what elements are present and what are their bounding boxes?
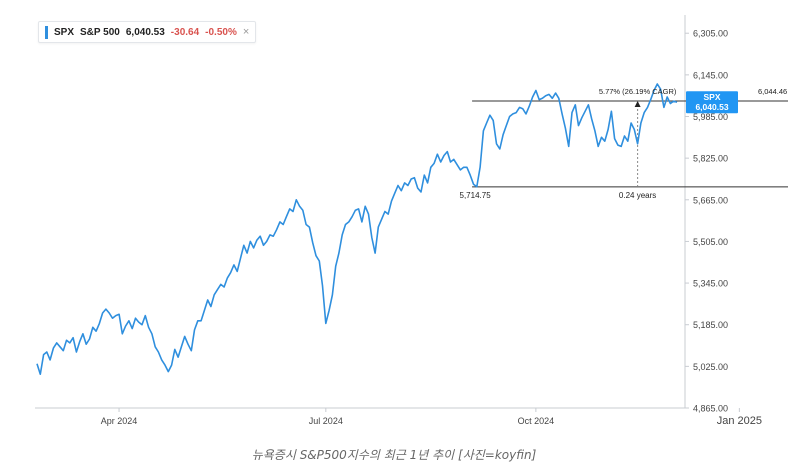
- series-line: [36, 83, 678, 375]
- y-tick-label: 5,665.00: [693, 195, 728, 205]
- y-tick-label: 5,185.00: [693, 320, 728, 330]
- y-tick-label: 5,985.00: [693, 112, 728, 122]
- measure-arrow: [634, 101, 641, 108]
- y-tick-label: 5,825.00: [693, 154, 728, 164]
- price-tag-symbol: SPX: [703, 92, 720, 102]
- close-icon[interactable]: ×: [242, 26, 250, 38]
- measure-duration-label: 0.24 years: [619, 191, 656, 200]
- series-color-swatch: [45, 25, 48, 39]
- legend-name: S&P 500: [80, 26, 120, 38]
- legend-box[interactable]: SPX S&P 500 6,040.53 -30.64 -0.50% ×: [38, 21, 257, 43]
- x-tick-label: Jul 2024: [309, 416, 343, 426]
- y-tick-label: 6,305.00: [693, 29, 728, 39]
- measure-high-label: 6,044.46: [758, 87, 787, 96]
- measure-low-label: 5,714.75: [460, 191, 492, 200]
- legend-price: 6,040.53: [125, 26, 165, 38]
- y-tick-label: 5,025.00: [693, 362, 728, 372]
- y-tick-label: 5,345.00: [693, 279, 728, 289]
- measure-gain-label: 5.77% (26.19% CAGR): [599, 87, 677, 96]
- y-tick-label: 4,865.00: [693, 404, 728, 414]
- legend-symbol: SPX: [54, 26, 75, 38]
- x-tick-label: Jan 2025: [717, 415, 762, 427]
- price-tag: [686, 91, 738, 114]
- image-caption: 뉴욕증시 S&P500지수의 최근 1년 추이 [사진=koyfin]: [251, 448, 537, 462]
- legend-change-pct: -0.50%: [205, 26, 237, 38]
- y-tick-label: 6,145.00: [693, 70, 728, 80]
- legend-change: -30.64: [170, 26, 200, 38]
- x-tick-label: Oct 2024: [518, 416, 555, 426]
- y-tick-label: 5,505.00: [693, 237, 728, 247]
- x-tick-label: Apr 2024: [101, 416, 138, 426]
- price-tag-value: 6,040.53: [695, 102, 728, 112]
